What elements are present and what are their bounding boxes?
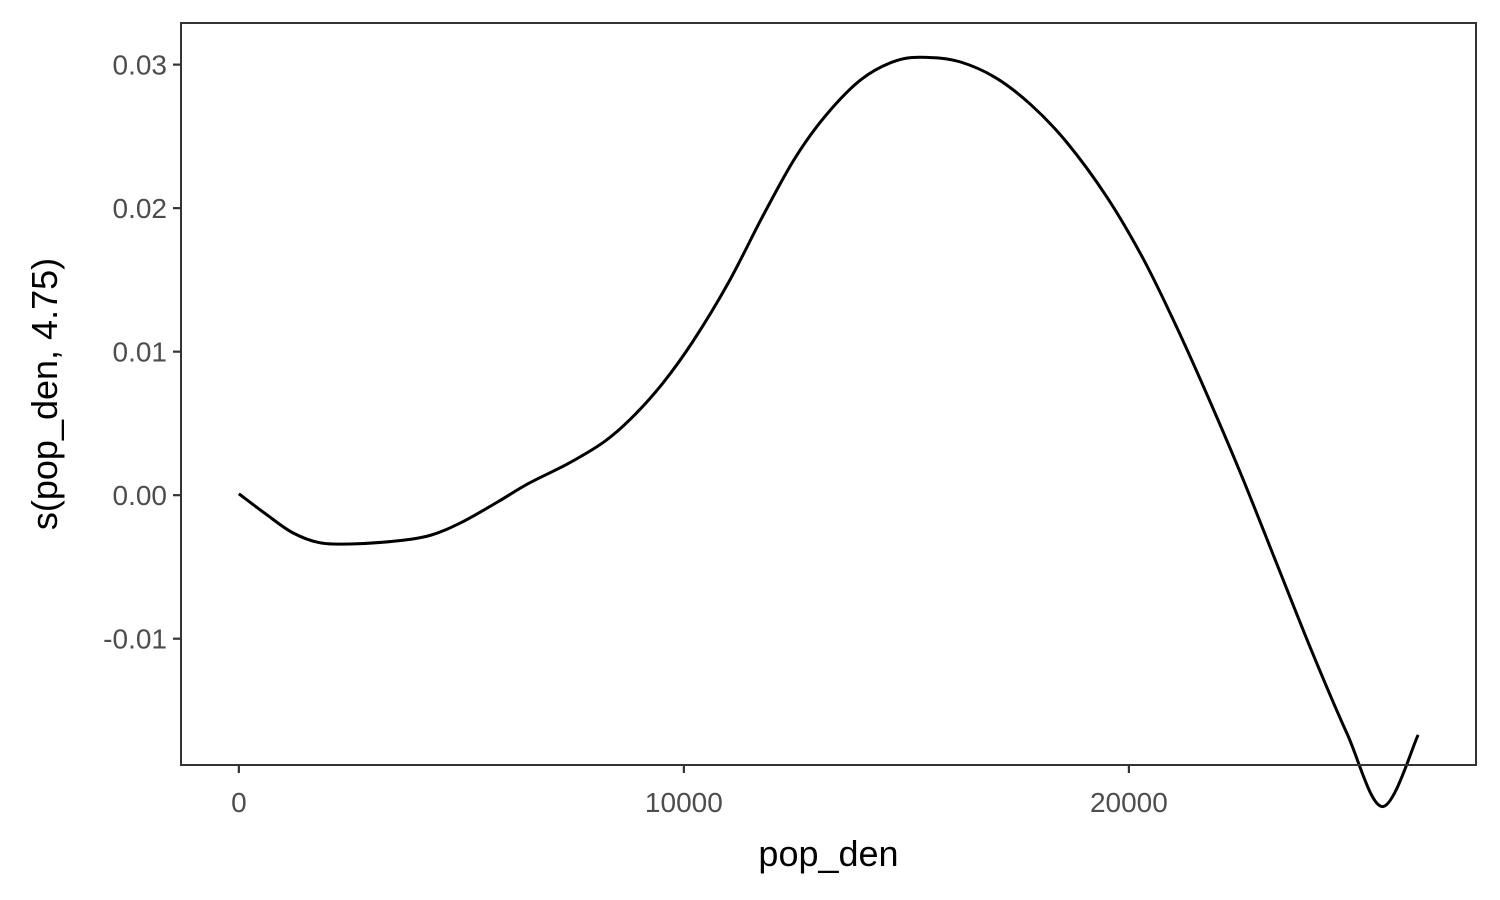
- x-axis-title: pop_den: [758, 833, 898, 874]
- y-tick-label: 0.01: [113, 337, 168, 368]
- y-tick-label: 0.03: [113, 50, 168, 81]
- x-tick-label: 0: [231, 787, 247, 818]
- y-tick-label: -0.01: [103, 624, 167, 655]
- y-tick-label: 0.00: [113, 480, 168, 511]
- x-axis: 0 10000 20000: [231, 765, 1168, 818]
- smooth-term-line: [237, 55, 1420, 809]
- y-axis: -0.01 0.00 0.01 0.02 0.03: [103, 50, 181, 655]
- plot-panel-border: [180, 22, 1477, 766]
- y-tick-label: 0.02: [113, 193, 168, 224]
- x-tick-label: 10000: [645, 787, 723, 818]
- x-tick-label: 20000: [1090, 787, 1168, 818]
- y-axis-title: s(pop_den, 4.75): [24, 258, 65, 530]
